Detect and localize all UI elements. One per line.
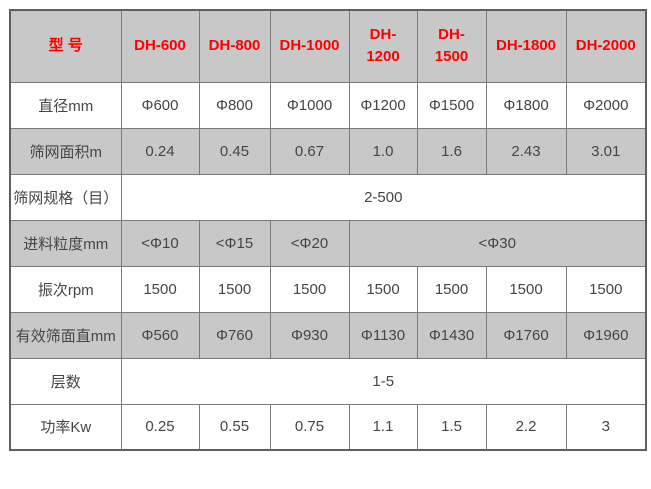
col-header-dh-600: DH-600 [120, 9, 200, 83]
spec-cell: 3 [565, 403, 647, 451]
spec-cell: 2.43 [485, 127, 567, 175]
spec-cell-merged: 2-500 [120, 173, 647, 221]
col-header-dh-1200: DH- 1200 [348, 9, 418, 83]
spec-cell: 3.01 [565, 127, 647, 175]
spec-cell: Φ1200 [348, 81, 418, 129]
row-label-power: 功率Kw [9, 403, 122, 451]
row-label-feed-size: 进料粒度mm [9, 219, 122, 267]
spec-cell: 1.5 [416, 403, 487, 451]
spec-cell-merged: <Φ30 [348, 219, 647, 267]
spec-cell: 0.75 [269, 403, 350, 451]
row-effective-diameter: 有效筛面直mm Φ560 Φ760 Φ930 Φ1130 Φ1430 Φ1760… [9, 311, 647, 359]
spec-cell: 1500 [198, 265, 271, 313]
page: 型 号 DH-600 DH-800 DH-1000 DH- 1200 DH- 1… [9, 9, 647, 451]
spec-cell: 0.45 [198, 127, 271, 175]
spec-cell: 0.25 [120, 403, 200, 451]
spec-cell: 0.24 [120, 127, 200, 175]
spec-cell: Φ2000 [565, 81, 647, 129]
spec-cell: 1500 [416, 265, 487, 313]
spec-cell: 1500 [269, 265, 350, 313]
spec-cell: <Φ20 [269, 219, 350, 267]
spec-cell: Φ1500 [416, 81, 487, 129]
spec-cell: 1500 [348, 265, 418, 313]
col-header-dh-800: DH-800 [198, 9, 271, 83]
row-mesh-spec: 筛网规格（目） 2-500 [9, 173, 647, 221]
col-header-dh-1000: DH-1000 [269, 9, 350, 83]
spec-cell: 1500 [120, 265, 200, 313]
spec-cell: Φ560 [120, 311, 200, 359]
col-header-dh-1800: DH-1800 [485, 9, 567, 83]
row-feed-size: 进料粒度mm <Φ10 <Φ15 <Φ20 <Φ30 [9, 219, 647, 267]
spec-cell: 1500 [565, 265, 647, 313]
spec-cell: Φ760 [198, 311, 271, 359]
row-power: 功率Kw 0.25 0.55 0.75 1.1 1.5 2.2 3 [9, 403, 647, 451]
row-vibration: 振次rpm 1500 1500 1500 1500 1500 1500 1500 [9, 265, 647, 313]
spec-cell: 1.6 [416, 127, 487, 175]
row-layers: 层数 1-5 [9, 357, 647, 405]
col-header-dh-1500: DH- 1500 [416, 9, 487, 83]
row-label-diameter: 直径mm [9, 81, 122, 129]
row-label-layers: 层数 [9, 357, 122, 405]
header-row: 型 号 DH-600 DH-800 DH-1000 DH- 1200 DH- 1… [9, 9, 647, 83]
row-diameter: 直径mm Φ600 Φ800 Φ1000 Φ1200 Φ1500 Φ1800 Φ… [9, 81, 647, 129]
spec-cell: 0.55 [198, 403, 271, 451]
spec-cell: Φ800 [198, 81, 271, 129]
spec-cell: 2.2 [485, 403, 567, 451]
header-model-label: 型 号 [9, 9, 122, 83]
spec-cell: Φ1960 [565, 311, 647, 359]
spec-cell: Φ1760 [485, 311, 567, 359]
spec-cell: <Φ15 [198, 219, 271, 267]
row-label-effective-diameter: 有效筛面直mm [9, 311, 122, 359]
row-screen-area: 筛网面积m 0.24 0.45 0.67 1.0 1.6 2.43 3.01 [9, 127, 647, 175]
spec-cell: Φ930 [269, 311, 350, 359]
spec-cell: Φ1000 [269, 81, 350, 129]
row-label-vibration: 振次rpm [9, 265, 122, 313]
row-label-screen-area: 筛网面积m [9, 127, 122, 175]
spec-table: 型 号 DH-600 DH-800 DH-1000 DH- 1200 DH- 1… [9, 9, 647, 451]
spec-cell: Φ1130 [348, 311, 418, 359]
spec-cell: Φ600 [120, 81, 200, 129]
spec-cell: <Φ10 [120, 219, 200, 267]
spec-cell: Φ1430 [416, 311, 487, 359]
spec-cell: 0.67 [269, 127, 350, 175]
row-label-mesh-spec: 筛网规格（目） [9, 173, 122, 221]
spec-cell: 1.0 [348, 127, 418, 175]
spec-cell-merged: 1-5 [120, 357, 647, 405]
spec-cell: Φ1800 [485, 81, 567, 129]
spec-cell: 1.1 [348, 403, 418, 451]
spec-cell: 1500 [485, 265, 567, 313]
col-header-dh-2000: DH-2000 [565, 9, 647, 83]
